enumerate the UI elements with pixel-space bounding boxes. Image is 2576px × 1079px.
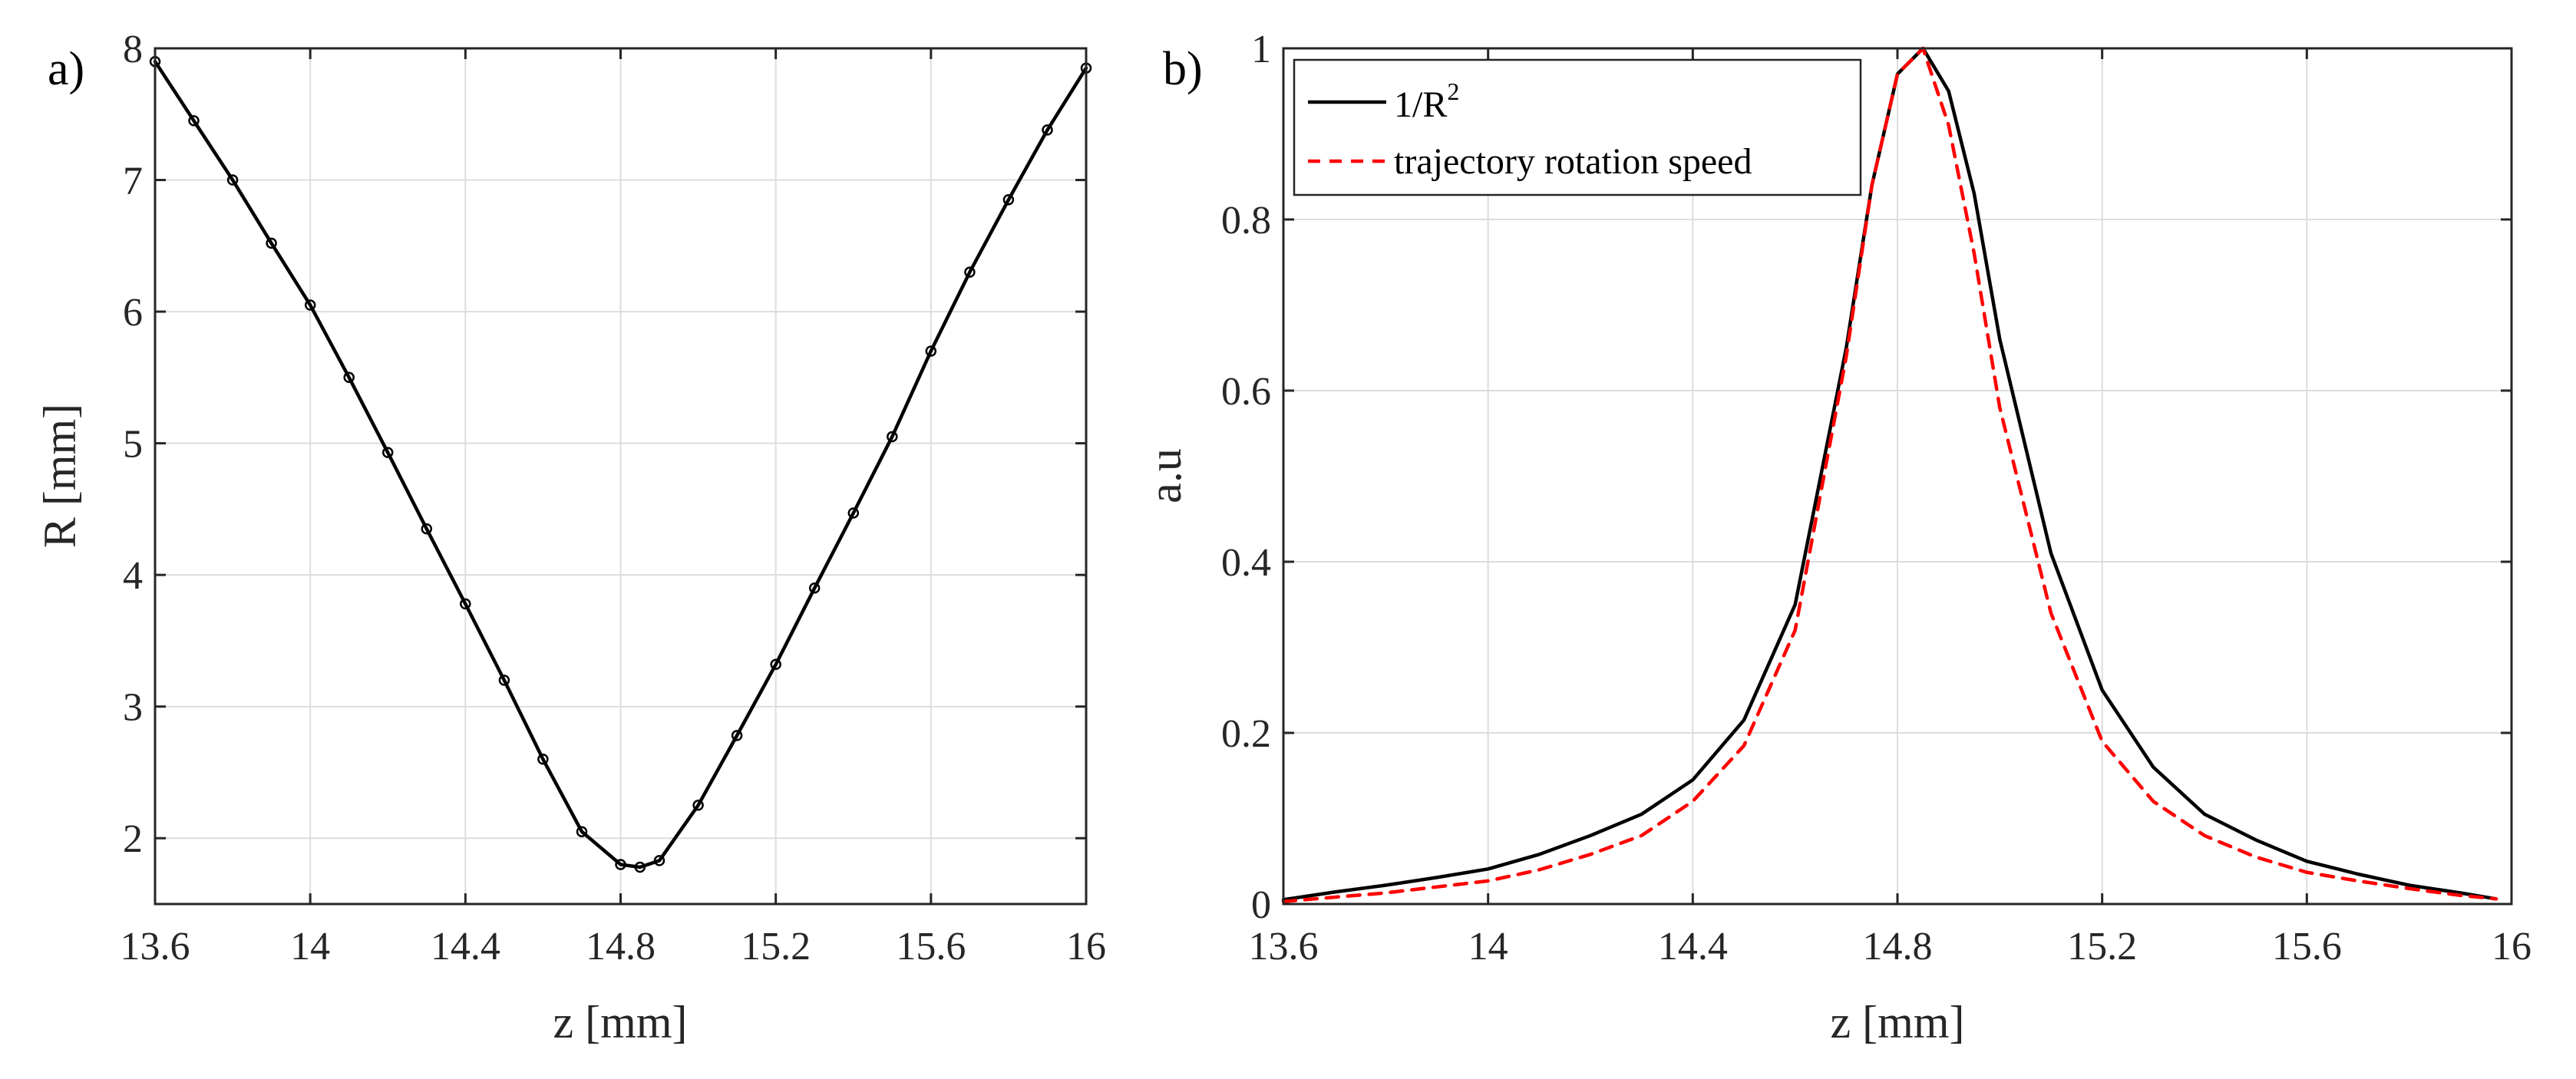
chart-a-ylabel: R [mm] [35, 404, 85, 548]
chart-b-xtick-label: 15.6 [2272, 925, 2342, 968]
chart-a-ytick-label: 8 [123, 28, 143, 71]
chart-a-series-0-point [615, 859, 626, 870]
chart-a-ytick-label: 5 [123, 423, 143, 467]
chart-panel-a: 13.6 14 14.4 14.8 15.2 15.6 16 2 3 4 5 6 7 8 a) z [mm… [35, 28, 1106, 1048]
chart-a-series-0-point [653, 855, 665, 866]
chart-a-ytick-label: 7 [123, 160, 143, 203]
chart-b-xtick-label: 16 [2492, 925, 2531, 968]
chart-b-xtick-label: 15.2 [2067, 925, 2137, 968]
chart-a-series-0-point [808, 582, 821, 594]
chart-a-grid [155, 48, 1086, 904]
chart-a-ytick-label: 3 [123, 686, 143, 730]
chart-b-ytick-label: 0.8 [1221, 199, 1271, 243]
legend-entry-black: 1/R2 [1394, 78, 1459, 125]
chart-a-series-0-point [266, 237, 277, 249]
chart-a-series-0-point [188, 115, 200, 127]
chart-a-series-0-point [576, 826, 588, 837]
chart-a-series-0-point [925, 345, 937, 357]
chart-a-series-0-point [1042, 124, 1053, 136]
chart-b-series [1281, 46, 2498, 903]
chart-a-xtick-label: 15.2 [741, 925, 811, 968]
chart-a-series-0-point [770, 658, 781, 671]
chart-a-xtick-label: 16 [1066, 925, 1106, 968]
chart-b-xtick-label: 14.8 [1863, 925, 1933, 968]
chart-b-ytick-label: 0.4 [1221, 541, 1271, 585]
chart-a-xtick-label: 13.6 [121, 925, 190, 968]
chart-a-series-0-point [887, 431, 898, 443]
chart-a-xlabel: z [mm] [553, 997, 688, 1048]
chart-a-series [149, 55, 1092, 873]
chart-b-ticks: 13.6 14 14.4 14.8 15.2 15.6 16 0 0.2 0.4 0.6 0.8 1 [1221, 28, 2531, 968]
chart-b-xlabel: z [mm] [1831, 997, 1965, 1048]
chart-a-series-0-point [421, 523, 433, 535]
chart-b-ytick-label: 1 [1251, 28, 1271, 71]
chart-a-series-0-point [226, 174, 239, 186]
chart-a-ytick-label: 6 [123, 291, 143, 335]
legend: 1/R2 trajectory rotation speed [1293, 58, 1862, 196]
chart-b-ytick-label: 0.6 [1221, 370, 1271, 414]
chart-b-xtick-label: 13.6 [1249, 925, 1319, 968]
chart-a-series-0-point [731, 730, 743, 741]
chart-a-series-0-point [460, 598, 471, 610]
chart-a-series-0-point [304, 299, 316, 311]
chart-a-series-0-point [692, 800, 704, 811]
chart-a-series-0-point [537, 754, 549, 765]
chart-a-series-0-point [498, 675, 510, 686]
chart-a-series-0-point [847, 507, 860, 519]
chart-b-ylabel: a.u [1140, 448, 1191, 503]
chart-a-series-0-point [964, 266, 976, 278]
chart-a-series-0-line [153, 59, 1088, 869]
chart-a-series-0-point [381, 447, 394, 458]
chart-b-xtick-label: 14 [1468, 925, 1508, 968]
chart-a-xtick-label: 14.4 [431, 925, 500, 968]
panel-b-label: b) [1163, 43, 1203, 95]
panel-a-label: a) [48, 43, 84, 95]
chart-b-ytick-label: 0.2 [1221, 712, 1271, 756]
chart-a-xtick-label: 14.8 [586, 925, 656, 968]
chart-b-xtick-label: 14.4 [1658, 925, 1728, 968]
chart-a-ytick-label: 4 [123, 554, 143, 598]
chart-a-series-0-point [343, 371, 355, 384]
legend-entry-red: trajectory rotation speed [1394, 141, 1752, 182]
chart-panel-b: 13.6 14 14.4 14.8 15.2 15.6 16 0 0.2 0.4 0.6 0.8 1 b… [1140, 28, 2531, 1048]
chart-a-series-0-point [1002, 194, 1015, 206]
legend-box [1293, 58, 1862, 196]
chart-b-series-1-line [1281, 46, 2498, 903]
chart-a-ticks: 13.6 14 14.4 14.8 15.2 15.6 16 2 3 4 5 6 7 8 [121, 28, 1107, 968]
chart-a-ytick-label: 2 [123, 817, 143, 861]
chart-a-xtick-label: 15.6 [896, 925, 966, 968]
chart-a-series-0-point [634, 861, 646, 873]
chart-b-ytick-label: 0 [1251, 883, 1271, 927]
chart-a-xtick-label: 14 [290, 925, 330, 968]
